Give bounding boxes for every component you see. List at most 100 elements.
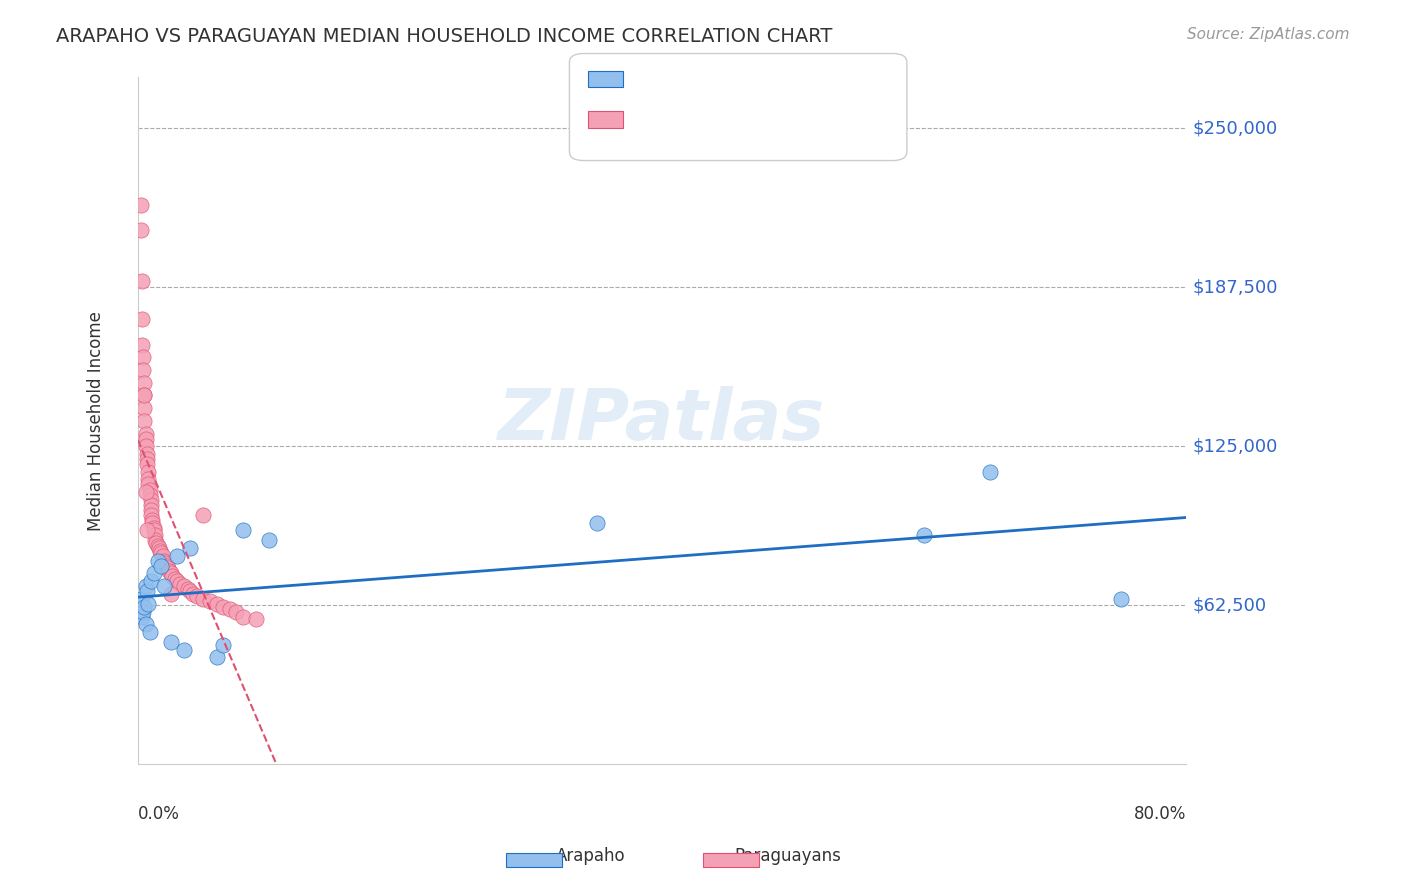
Point — [134, 401, 156, 416]
Point — [139, 498, 162, 512]
Text: Source: ZipAtlas.com: Source: ZipAtlas.com — [1187, 27, 1350, 42]
Point — [152, 549, 174, 563]
Point — [129, 591, 152, 606]
Text: R =: R = — [598, 112, 634, 129]
Text: Paraguayans: Paraguayans — [734, 847, 841, 865]
Text: Arapaho: Arapaho — [555, 847, 626, 865]
Point — [131, 337, 153, 351]
Point — [134, 388, 156, 402]
Point — [129, 223, 152, 237]
Point — [153, 579, 176, 593]
Point — [138, 625, 160, 640]
Point — [134, 388, 156, 402]
Point — [142, 523, 165, 537]
Point — [132, 605, 155, 619]
Text: 80.0%: 80.0% — [1133, 805, 1187, 823]
Point — [163, 572, 186, 586]
Point — [145, 536, 167, 550]
Point — [169, 576, 191, 591]
Point — [979, 465, 1001, 479]
Point — [146, 539, 169, 553]
Point — [193, 508, 215, 522]
Text: 0.168: 0.168 — [640, 71, 703, 89]
Text: Median Household Income: Median Household Income — [87, 311, 105, 531]
Point — [136, 447, 159, 461]
Point — [155, 557, 177, 571]
Point — [141, 516, 163, 530]
Point — [225, 605, 247, 619]
Point — [245, 612, 267, 626]
Point — [131, 274, 153, 288]
Point — [138, 472, 160, 486]
Text: ARAPAHO VS PARAGUAYAN MEDIAN HOUSEHOLD INCOME CORRELATION CHART: ARAPAHO VS PARAGUAYAN MEDIAN HOUSEHOLD I… — [56, 27, 832, 45]
Point — [156, 558, 179, 573]
Text: 26: 26 — [773, 71, 804, 89]
Text: 66: 66 — [773, 112, 804, 129]
Point — [136, 584, 159, 599]
Point — [135, 485, 157, 500]
Point — [138, 488, 160, 502]
Text: R =: R = — [598, 71, 634, 89]
Point — [166, 549, 188, 563]
Text: $187,500: $187,500 — [1192, 278, 1278, 296]
Point — [143, 528, 166, 542]
Point — [135, 426, 157, 441]
Point — [131, 312, 153, 326]
Point — [135, 579, 157, 593]
Point — [257, 533, 280, 548]
Point — [205, 650, 228, 665]
Point — [179, 584, 201, 599]
Point — [136, 457, 159, 471]
Point — [157, 561, 180, 575]
Point — [136, 523, 159, 537]
Text: N =: N = — [724, 112, 761, 129]
Point — [212, 638, 235, 652]
Point — [138, 597, 160, 611]
Point — [135, 432, 157, 446]
Point — [912, 528, 935, 542]
Point — [150, 546, 173, 560]
Point — [157, 564, 180, 578]
Point — [135, 439, 157, 453]
Point — [193, 591, 215, 606]
Point — [141, 513, 163, 527]
Point — [132, 351, 155, 365]
Text: $250,000: $250,000 — [1192, 120, 1278, 137]
Point — [1109, 591, 1132, 606]
Point — [134, 414, 156, 428]
Point — [138, 465, 160, 479]
Point — [179, 541, 201, 555]
Text: $125,000: $125,000 — [1192, 437, 1278, 455]
Text: $62,500: $62,500 — [1192, 596, 1267, 615]
Point — [148, 541, 170, 555]
Point — [176, 582, 198, 596]
Text: 0.036: 0.036 — [640, 112, 703, 129]
Point — [159, 635, 181, 649]
Point — [135, 617, 157, 632]
Point — [218, 602, 240, 616]
Point — [153, 554, 176, 568]
Point — [142, 566, 165, 581]
Point — [585, 516, 607, 530]
Point — [138, 483, 160, 497]
Point — [139, 503, 162, 517]
Point — [131, 609, 153, 624]
Point — [212, 599, 235, 614]
Text: 0.0%: 0.0% — [138, 805, 180, 823]
Point — [143, 533, 166, 548]
Point — [134, 376, 156, 390]
Point — [138, 477, 160, 491]
Point — [149, 543, 172, 558]
Point — [173, 642, 195, 657]
Point — [198, 594, 221, 608]
Point — [159, 587, 181, 601]
Point — [136, 452, 159, 467]
Point — [142, 521, 165, 535]
Point — [139, 574, 162, 588]
Point — [181, 587, 204, 601]
Point — [146, 554, 169, 568]
Point — [160, 569, 183, 583]
Point — [129, 197, 152, 211]
Point — [134, 599, 156, 614]
Point — [232, 523, 254, 537]
